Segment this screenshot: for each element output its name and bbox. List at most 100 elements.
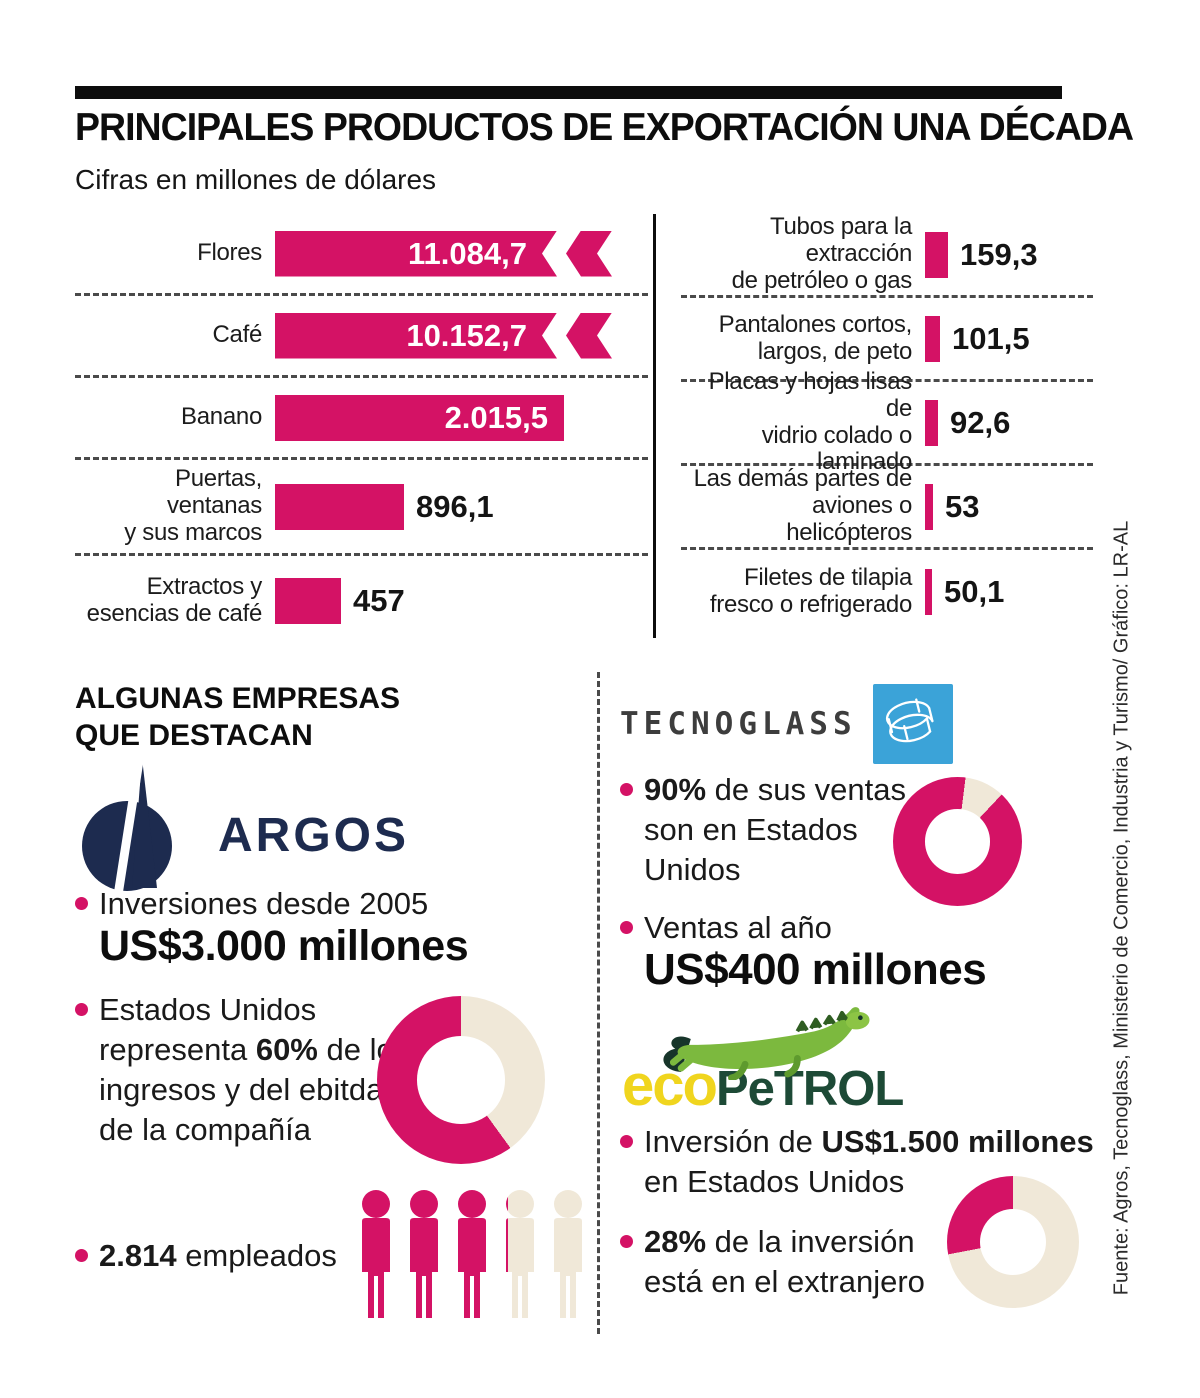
bar-label: Las demás partes de aviones o helicópter… bbox=[693, 465, 913, 546]
person-icon bbox=[362, 1190, 390, 1318]
text-pre: Inversión de bbox=[644, 1124, 822, 1159]
argos-investment-amount: US$3.000 millones bbox=[99, 922, 469, 970]
bar-value: 101,5 bbox=[952, 320, 1030, 356]
argos-us-share-donut bbox=[377, 996, 545, 1164]
bar-value: 50,1 bbox=[944, 574, 1005, 609]
source-note: Fuente: Agros, Tecnoglass, Ministerio de… bbox=[1110, 520, 1133, 1296]
argos-investment-bullet: Inversiones desde 2005 US$3.000 millones bbox=[75, 884, 469, 970]
bar-value: 896,1 bbox=[416, 488, 494, 524]
bar-label: Café bbox=[212, 321, 263, 349]
chart-row: Filetes de tilapia fresco o refrigerado … bbox=[681, 550, 1093, 634]
ecopetrol-logo-petrol: PeTROL bbox=[715, 1062, 904, 1116]
bar-zone: 10.152,7 bbox=[275, 313, 648, 359]
chart-row: Flores 11.084,7 bbox=[75, 214, 648, 296]
bar-label: Puertas, ventanas y sus marcos bbox=[124, 465, 262, 546]
tecnoglass-sales-share-text: 90% de sus ventas son en Estados Unidos bbox=[644, 770, 910, 890]
ecopetrol-foreign-share-text: 28% de la inversión está en el extranjer… bbox=[644, 1222, 936, 1302]
bar-value: 2.015,5 bbox=[444, 399, 548, 435]
argos-us-share-bullet: Estados Unidos representa 60% de los ing… bbox=[75, 990, 411, 1150]
export-chart-right: Tubos para la extracción de petróleo o g… bbox=[681, 213, 1093, 634]
bar-banano: 2.015,5 bbox=[275, 394, 564, 441]
text-pre: Estados Unidos representa bbox=[99, 992, 317, 1067]
person-icon bbox=[410, 1190, 438, 1318]
bullet-dot-icon bbox=[75, 1249, 88, 1262]
bar-tubos bbox=[925, 231, 948, 278]
bar-zone: 92,6 bbox=[925, 399, 1093, 446]
bar-zone: 53 bbox=[925, 483, 1093, 530]
bar-zone: 896,1 bbox=[275, 483, 648, 530]
chart-row: Pantalones cortos, largos, de peto 101,5 bbox=[681, 298, 1093, 382]
chart-row: Extractos y esencias de café 457 bbox=[75, 556, 648, 646]
ecopetrol-foreign-pct: 28% bbox=[644, 1224, 707, 1259]
chart-row: Placas y hojas lisas de vidrio colado o … bbox=[681, 368, 1093, 475]
bar-label: Placas y hojas lisas de vidrio colado o … bbox=[708, 367, 913, 476]
argos-investment-label: Inversiones desde 2005 bbox=[99, 886, 429, 921]
bar-placas bbox=[925, 399, 938, 446]
ecopetrol-foreign-donut bbox=[947, 1176, 1079, 1308]
employees-pictogram bbox=[356, 1188, 588, 1320]
ecopetrol-investment-text: Inversión de US$1.500 millones en Estados… bbox=[644, 1122, 1094, 1202]
page-title: PRINCIPALES PRODUCTOS DE EXPORTACIÓN UNA… bbox=[75, 106, 1134, 149]
export-chart-left: Flores 11.084,7 Café 10.152,7 Banano 2.0… bbox=[75, 214, 648, 646]
bullet-dot-icon bbox=[75, 897, 88, 910]
ecopetrol-foreign-share-bullet: 28% de la inversión está en el extranjer… bbox=[620, 1222, 936, 1302]
argos-us-share-pct: 60% bbox=[255, 1032, 318, 1067]
bar-break-icon bbox=[566, 313, 612, 359]
bar-value: 457 bbox=[353, 583, 405, 618]
bar-break-icon bbox=[566, 231, 612, 277]
chart-row: Las demás partes de aviones o helicópter… bbox=[681, 465, 1093, 550]
bar-label: Banano bbox=[181, 403, 262, 431]
person-icon bbox=[506, 1190, 534, 1318]
bar-tilapia bbox=[925, 569, 932, 615]
argos-employees-text: 2.814 empleados bbox=[99, 1236, 337, 1276]
ecopetrol-investment-bullet: Inversión de US$1.500 millones en Estados… bbox=[620, 1122, 1108, 1202]
argos-us-share-text: Estados Unidos representa 60% de los ing… bbox=[99, 990, 411, 1150]
text-post: empleados bbox=[176, 1238, 337, 1273]
bar-label: Pantalones cortos, largos, de peto bbox=[718, 310, 913, 365]
tecnoglass-logo-text: TECNOGLASS bbox=[620, 706, 857, 742]
bar-label: Flores bbox=[197, 239, 262, 267]
chart-row: Puertas, ventanas y sus marcos 896,1 bbox=[75, 460, 648, 556]
person-icon bbox=[458, 1190, 486, 1318]
ecopetrol-logo: eco PeTROL bbox=[622, 1007, 1102, 1118]
text-post: de los ingresos y del ebitda de la compa… bbox=[99, 1032, 410, 1147]
chart-column-divider bbox=[653, 214, 656, 638]
bar-zone: 159,3 bbox=[925, 231, 1093, 278]
bar-value: 10.152,7 bbox=[406, 317, 527, 353]
chart-row: Banano 2.015,5 bbox=[75, 378, 648, 460]
bar-puertas bbox=[275, 483, 404, 530]
tecnoglass-logo: TECNOGLASS bbox=[620, 684, 953, 764]
text-post: de sus ventas son en Estados Unidos bbox=[644, 772, 906, 887]
top-rule bbox=[75, 86, 1062, 99]
bottom-column-divider bbox=[597, 672, 600, 1334]
bar-value: 53 bbox=[945, 488, 980, 524]
tecnoglass-sales-text: Ventas al año US$400 millones bbox=[644, 908, 987, 994]
bar-zone: 50,1 bbox=[925, 569, 1093, 615]
argos-logo-text: ARGOS bbox=[218, 809, 410, 862]
chart-row: Tubos para la extracción de petróleo o g… bbox=[681, 213, 1093, 298]
tecnoglass-logo-icon bbox=[872, 684, 953, 764]
bullet-dot-icon bbox=[620, 1235, 633, 1248]
tecnoglass-us-sales-pct: 90% bbox=[644, 772, 707, 807]
bar-flores: 11.084,7 bbox=[275, 231, 557, 277]
ecopetrol-investment-amount: US$1.500 millones bbox=[821, 1124, 1094, 1159]
page-subtitle: Cifras en millones de dólares bbox=[75, 164, 437, 195]
person-icon bbox=[554, 1190, 582, 1318]
tecnoglass-sales-amount: US$400 millones bbox=[644, 945, 987, 994]
bar-zone: 11.084,7 bbox=[275, 231, 648, 277]
iguana-icon bbox=[663, 1007, 870, 1080]
bar-label: Extractos y esencias de café bbox=[86, 573, 263, 627]
bar-aviones bbox=[925, 483, 933, 530]
bar-zone: 2.015,5 bbox=[275, 394, 648, 441]
chart-row: Café 10.152,7 bbox=[75, 296, 648, 378]
argos-employees-bullet: 2.814 empleados bbox=[75, 1236, 337, 1276]
tecnoglass-sales-label: Ventas al año bbox=[644, 910, 832, 945]
text-post: de la inversión está en el extranjero bbox=[644, 1224, 925, 1299]
bullet-dot-icon bbox=[75, 1003, 88, 1016]
bar-pantalones bbox=[925, 315, 940, 362]
argos-employees-count: 2.814 bbox=[99, 1238, 177, 1273]
bar-cafe: 10.152,7 bbox=[275, 313, 557, 359]
bullet-dot-icon bbox=[620, 921, 633, 934]
bullet-dot-icon bbox=[620, 783, 633, 796]
